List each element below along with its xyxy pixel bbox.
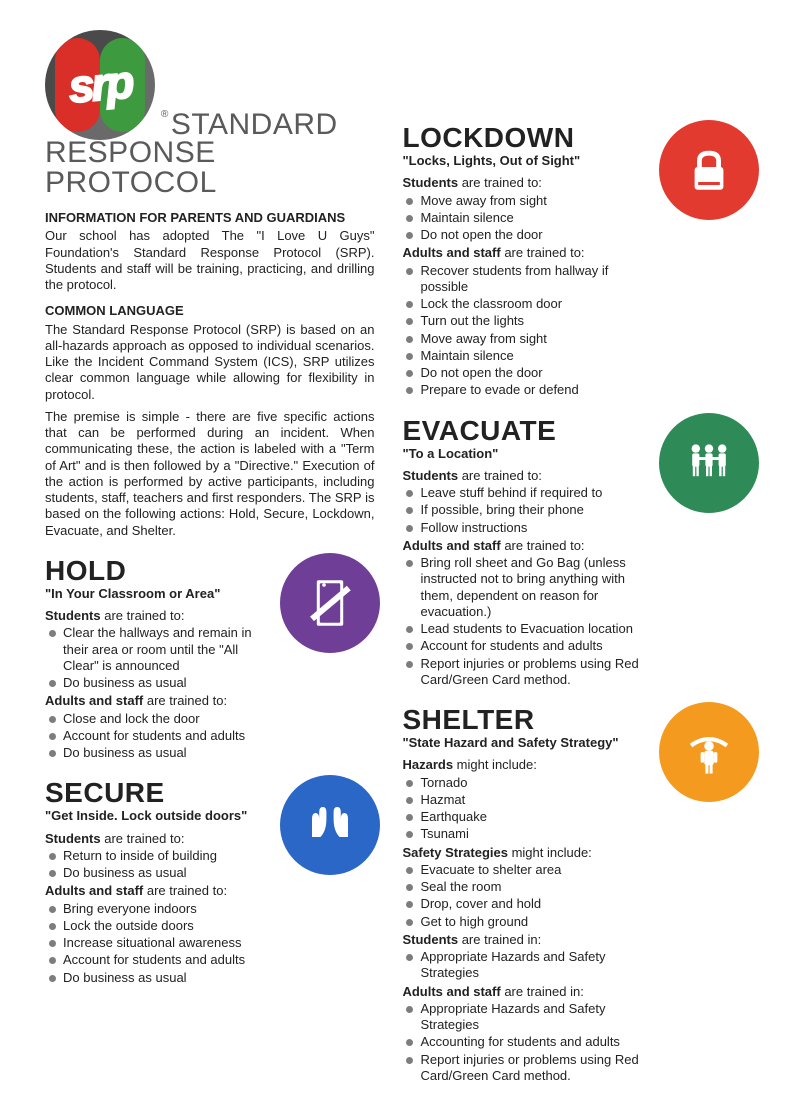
list-item: Lead students to Evacuation location	[420, 621, 643, 637]
list-item: Do business as usual	[63, 745, 264, 761]
item-list: Recover students from hallway if possibl…	[402, 263, 643, 399]
group-label: Students are trained to:	[402, 175, 643, 191]
list-item: Appropriate Hazards and Safety Strategie…	[420, 949, 643, 982]
list-item: Follow instructions	[420, 520, 643, 536]
list-item: Prepare to evade or defend	[420, 382, 643, 398]
list-item: Return to inside of building	[63, 848, 264, 864]
list-item: Move away from sight	[420, 331, 643, 347]
right-column: LOCKDOWN "Locks, Lights, Out of Sight" S…	[402, 30, 753, 1085]
group-label: Adults and staff are trained to:	[402, 245, 643, 261]
item-list: Return to inside of buildingDo business …	[45, 848, 264, 882]
group-label: Students are trained to:	[45, 831, 264, 847]
roof-person-icon	[659, 702, 759, 802]
list-item: Report injuries or problems using Red Ca…	[420, 1052, 643, 1085]
item-list: Bring everyone indoorsLock the outside d…	[45, 901, 264, 986]
registered-mark: ®	[161, 109, 169, 120]
list-item: Do business as usual	[63, 675, 264, 691]
list-item: Tsunami	[420, 826, 643, 842]
list-item: Get to high ground	[420, 914, 643, 930]
intro-para-1: Our school has adopted The "I Love U Guy…	[45, 228, 374, 293]
item-list: Move away from sightMaintain silenceDo n…	[402, 193, 643, 244]
item-list: Leave stuff behind if required toIf poss…	[402, 485, 643, 536]
group-label: Safety Strategies might include:	[402, 845, 643, 861]
intro-para-3: The premise is simple - there are five s…	[45, 409, 374, 539]
list-item: Do business as usual	[63, 865, 264, 881]
list-item: Lock the outside doors	[63, 918, 264, 934]
intro-para-2: The Standard Response Protocol (SRP) is …	[45, 322, 374, 403]
group-label: Adults and staff are trained to:	[45, 693, 264, 709]
left-column: srp ®STANDARD RESPONSE PROTOCOL INFORMAT…	[45, 30, 374, 1085]
action-hold: HOLD "In Your Classroom or Area" Student…	[45, 553, 374, 762]
hands-icon	[280, 775, 380, 875]
srp-logo: srp	[45, 30, 155, 140]
item-list: TornadoHazmatEarthquakeTsunami	[402, 775, 643, 843]
shelter-directive: "State Hazard and Safety Strategy"	[402, 735, 643, 751]
action-lockdown: LOCKDOWN "Locks, Lights, Out of Sight" S…	[402, 120, 753, 399]
item-list: Close and lock the doorAccount for stude…	[45, 711, 264, 762]
list-item: Do not open the door	[420, 227, 643, 243]
list-item: Move away from sight	[420, 193, 643, 209]
header-block: srp ®STANDARD RESPONSE PROTOCOL	[45, 30, 374, 198]
list-item: Recover students from hallway if possibl…	[420, 263, 643, 296]
secure-title: SECURE	[45, 775, 264, 810]
hold-title: HOLD	[45, 553, 264, 588]
list-item: Report injuries or problems using Red Ca…	[420, 656, 643, 689]
list-item: Account for students and adults	[63, 952, 264, 968]
group-label: Students are trained in:	[402, 932, 643, 948]
list-item: Bring everyone indoors	[63, 901, 264, 917]
list-item: Drop, cover and hold	[420, 896, 643, 912]
list-item: Hazmat	[420, 792, 643, 808]
item-list: Appropriate Hazards and Safety Strategie…	[402, 949, 643, 982]
list-item: Lock the classroom door	[420, 296, 643, 312]
list-item: Account for students and adults	[63, 728, 264, 744]
intro-heading-2: COMMON LANGUAGE	[45, 303, 374, 319]
logo-text: srp	[45, 30, 155, 140]
list-item: Leave stuff behind if required to	[420, 485, 643, 501]
list-item: Maintain silence	[420, 348, 643, 364]
shelter-title: SHELTER	[402, 702, 643, 737]
action-evacuate: EVACUATE "To a Location" Students are tr…	[402, 413, 753, 689]
page: srp ®STANDARD RESPONSE PROTOCOL INFORMAT…	[45, 30, 746, 1085]
list-item: Earthquake	[420, 809, 643, 825]
list-item: Tornado	[420, 775, 643, 791]
lockdown-directive: "Locks, Lights, Out of Sight"	[402, 153, 643, 169]
group-label: Students are trained to:	[402, 468, 643, 484]
intro-heading-1: INFORMATION FOR PARENTS AND GUARDIANS	[45, 210, 374, 226]
item-list: Bring roll sheet and Go Bag (unless inst…	[402, 555, 643, 688]
group-label: Students are trained to:	[45, 608, 264, 624]
secure-directive: "Get Inside. Lock outside doors"	[45, 808, 264, 824]
list-item: If possible, bring their phone	[420, 502, 643, 518]
list-item: Close and lock the door	[63, 711, 264, 727]
list-item: Do business as usual	[63, 970, 264, 986]
item-list: Evacuate to shelter areaSeal the roomDro…	[402, 862, 643, 930]
list-item: Accounting for students and adults	[420, 1034, 643, 1050]
evacuate-title: EVACUATE	[402, 413, 643, 448]
item-list: Clear the hallways and remain in their a…	[45, 625, 264, 691]
list-item: Maintain silence	[420, 210, 643, 226]
padlock-icon	[659, 120, 759, 220]
evacuate-directive: "To a Location"	[402, 446, 643, 462]
lockdown-title: LOCKDOWN	[402, 120, 643, 155]
group-label: Adults and staff are trained to:	[402, 538, 643, 554]
list-item: Clear the hallways and remain in their a…	[63, 625, 264, 674]
list-item: Increase situational awareness	[63, 935, 264, 951]
door-slash-icon	[280, 553, 380, 653]
list-item: Do not open the door	[420, 365, 643, 381]
list-item: Appropriate Hazards and Safety Strategie…	[420, 1001, 643, 1034]
action-secure: SECURE "Get Inside. Lock outside doors" …	[45, 775, 374, 986]
list-item: Turn out the lights	[420, 313, 643, 329]
main-title-line2: RESPONSE PROTOCOL	[45, 138, 374, 198]
list-item: Seal the room	[420, 879, 643, 895]
group-label: Adults and staff are trained to:	[45, 883, 264, 899]
hold-directive: "In Your Classroom or Area"	[45, 586, 264, 602]
list-item: Bring roll sheet and Go Bag (unless inst…	[420, 555, 643, 620]
item-list: Appropriate Hazards and Safety Strategie…	[402, 1001, 643, 1084]
list-item: Account for students and adults	[420, 638, 643, 654]
group-label: Hazards might include:	[402, 757, 643, 773]
people-chain-icon	[659, 413, 759, 513]
group-label: Adults and staff are trained in:	[402, 984, 643, 1000]
list-item: Evacuate to shelter area	[420, 862, 643, 878]
action-shelter: SHELTER "State Hazard and Safety Strateg…	[402, 702, 753, 1084]
